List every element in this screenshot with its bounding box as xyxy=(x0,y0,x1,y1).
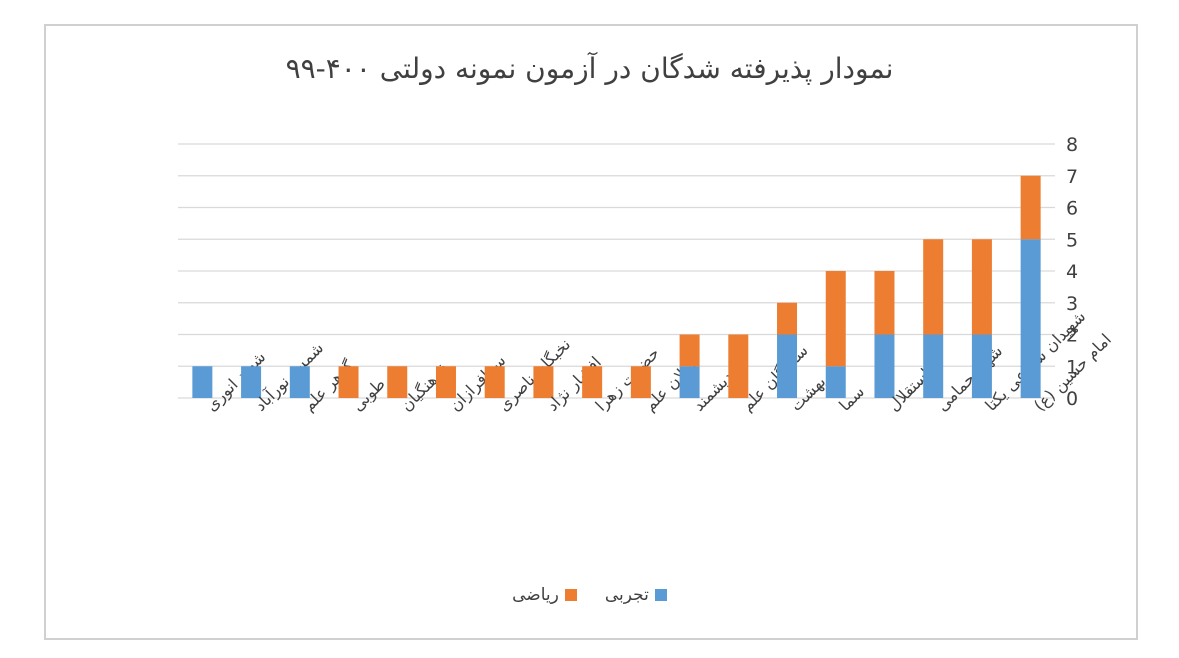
bar-segment xyxy=(971,239,992,335)
bar-segment xyxy=(777,334,798,398)
bar-segment xyxy=(777,302,798,335)
bar-segment xyxy=(289,366,310,398)
bar-segment xyxy=(1020,239,1041,398)
bar-segment xyxy=(533,366,554,398)
bar-segment xyxy=(679,366,700,398)
y-tick-label: 7 xyxy=(1066,166,1078,188)
chart-frame xyxy=(44,24,1138,640)
y-tick-label: 1 xyxy=(1066,356,1078,378)
y-tick-label: 0 xyxy=(1066,388,1078,410)
bar-segment xyxy=(630,366,651,398)
legend-item-series-1: تجربی xyxy=(605,585,667,605)
bar-segment xyxy=(387,366,408,398)
bar-segment xyxy=(728,334,749,398)
y-tick-label: 2 xyxy=(1066,325,1078,347)
legend-swatch-series-2 xyxy=(564,589,577,601)
y-tick-label: 6 xyxy=(1066,198,1078,220)
y-tick-label: 4 xyxy=(1066,261,1078,283)
chart-title: نمودار پذیرفته شدگان در آزمون نمونه دولت… xyxy=(285,52,894,85)
bar-segment xyxy=(923,239,944,335)
bar-segment xyxy=(484,366,505,398)
bar-segment xyxy=(338,366,359,398)
y-tick-label: 5 xyxy=(1066,229,1078,251)
bar-segment xyxy=(241,366,262,398)
legend-label-series-2: ریاضی xyxy=(512,585,559,605)
bar-segment xyxy=(825,271,846,367)
bar-segment xyxy=(679,334,700,367)
legend-swatch-series-1 xyxy=(654,589,667,601)
bar-segment xyxy=(923,334,944,398)
bar-segment xyxy=(874,334,895,398)
bar-segment xyxy=(435,366,456,398)
bar-segment xyxy=(825,366,846,398)
legend-item-series-2: ریاضی xyxy=(512,585,577,605)
bar-segment xyxy=(874,271,895,335)
legend: تجربی ریاضی xyxy=(0,585,1179,605)
y-tick-label: 8 xyxy=(1066,134,1078,156)
bar-segment xyxy=(1020,175,1041,240)
legend-label-series-1: تجربی xyxy=(604,585,649,605)
y-tick-label: 3 xyxy=(1066,293,1078,315)
bar-segment xyxy=(971,334,992,398)
bar-segment xyxy=(582,366,603,398)
bar-segment xyxy=(192,366,213,398)
